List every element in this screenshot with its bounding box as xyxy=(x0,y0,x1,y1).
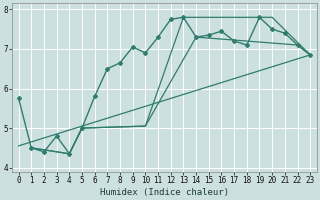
X-axis label: Humidex (Indice chaleur): Humidex (Indice chaleur) xyxy=(100,188,229,197)
